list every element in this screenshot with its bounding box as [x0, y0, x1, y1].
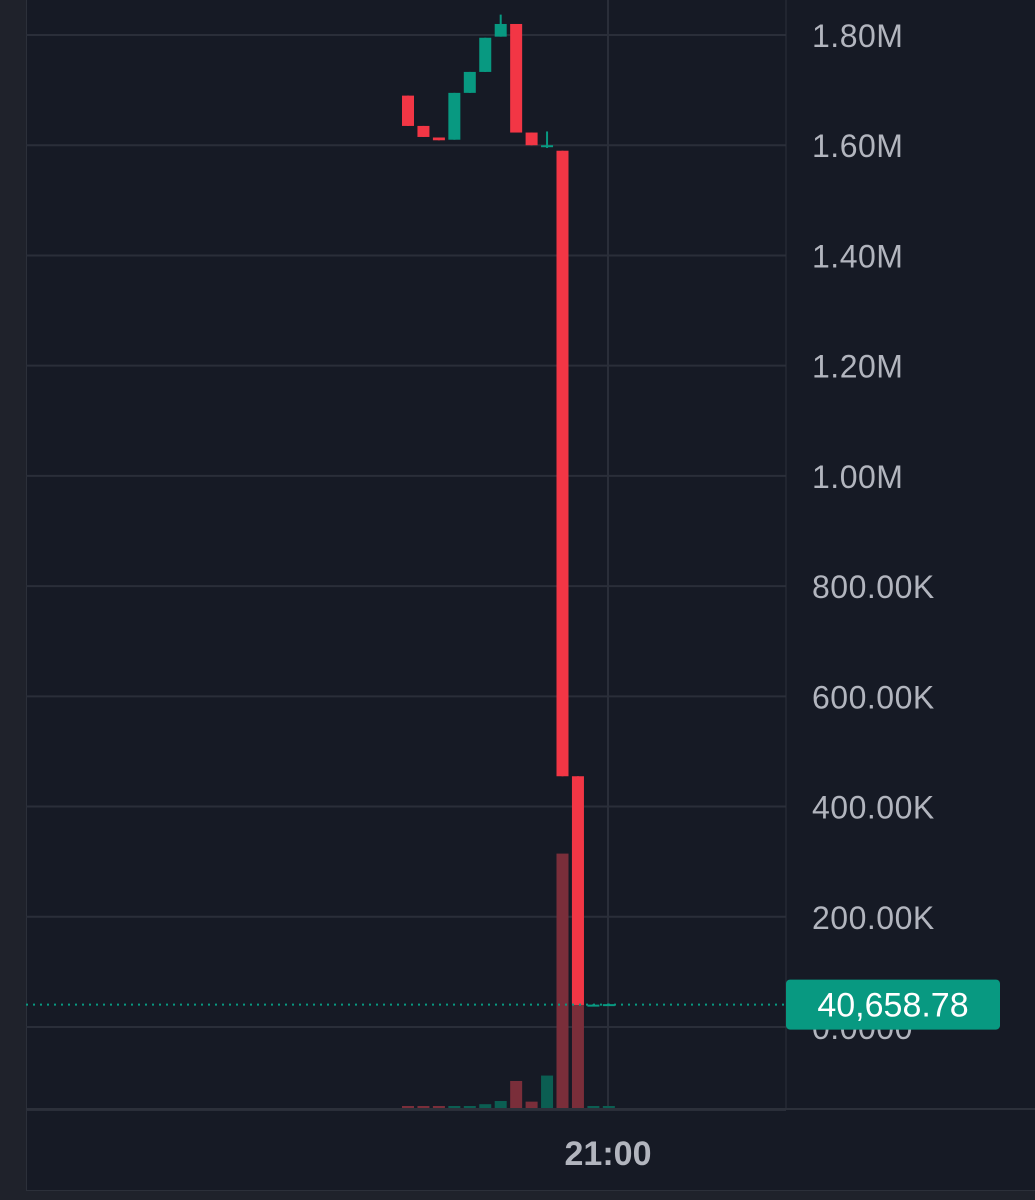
volume-bar: [525, 1101, 538, 1108]
last-price-value: 40,658.78: [817, 987, 968, 1025]
volume-bar: [432, 1106, 445, 1108]
candle-body: [402, 95, 414, 126]
price-tick-label: 1.20M: [812, 349, 903, 385]
price-tick-label: 200.00K: [812, 900, 935, 936]
price-tick-label: 600.00K: [812, 679, 935, 715]
price-tick-label: 800.00K: [812, 569, 935, 605]
candle-body: [541, 145, 554, 148]
candle-body: [571, 776, 584, 1005]
volume-bar: [510, 1080, 523, 1108]
volume-bar: [448, 1106, 461, 1108]
candle-body: [432, 137, 445, 141]
price-tick-label: 400.00K: [812, 790, 935, 826]
last-price-tag: [786, 979, 1000, 1030]
candle-body: [525, 132, 538, 146]
candle-body: [510, 23, 523, 133]
volume-bar: [602, 1106, 615, 1108]
volume-bar: [494, 1101, 507, 1108]
candle-body: [463, 71, 476, 93]
candle-body: [587, 1004, 600, 1007]
price-tick-label: 1.40M: [812, 238, 903, 274]
candle-body: [479, 37, 492, 72]
volume-bar: [463, 1106, 476, 1108]
time-tick-label: 21:00: [565, 1135, 652, 1173]
candle-body: [417, 125, 430, 137]
price-tick-label: 1.60M: [812, 128, 903, 164]
price-tick-label: 1.80M: [812, 18, 903, 54]
volume-bar: [587, 1106, 600, 1108]
volume-bar: [541, 1075, 554, 1108]
candle-body: [448, 92, 461, 140]
volume-bar: [479, 1104, 492, 1108]
volume-bar: [556, 853, 569, 1108]
candle-body: [556, 150, 569, 777]
volume-bar: [402, 1106, 414, 1108]
price-tick-label: 1.00M: [812, 459, 903, 495]
volume-bar: [417, 1106, 430, 1108]
candle-body: [494, 23, 507, 37]
